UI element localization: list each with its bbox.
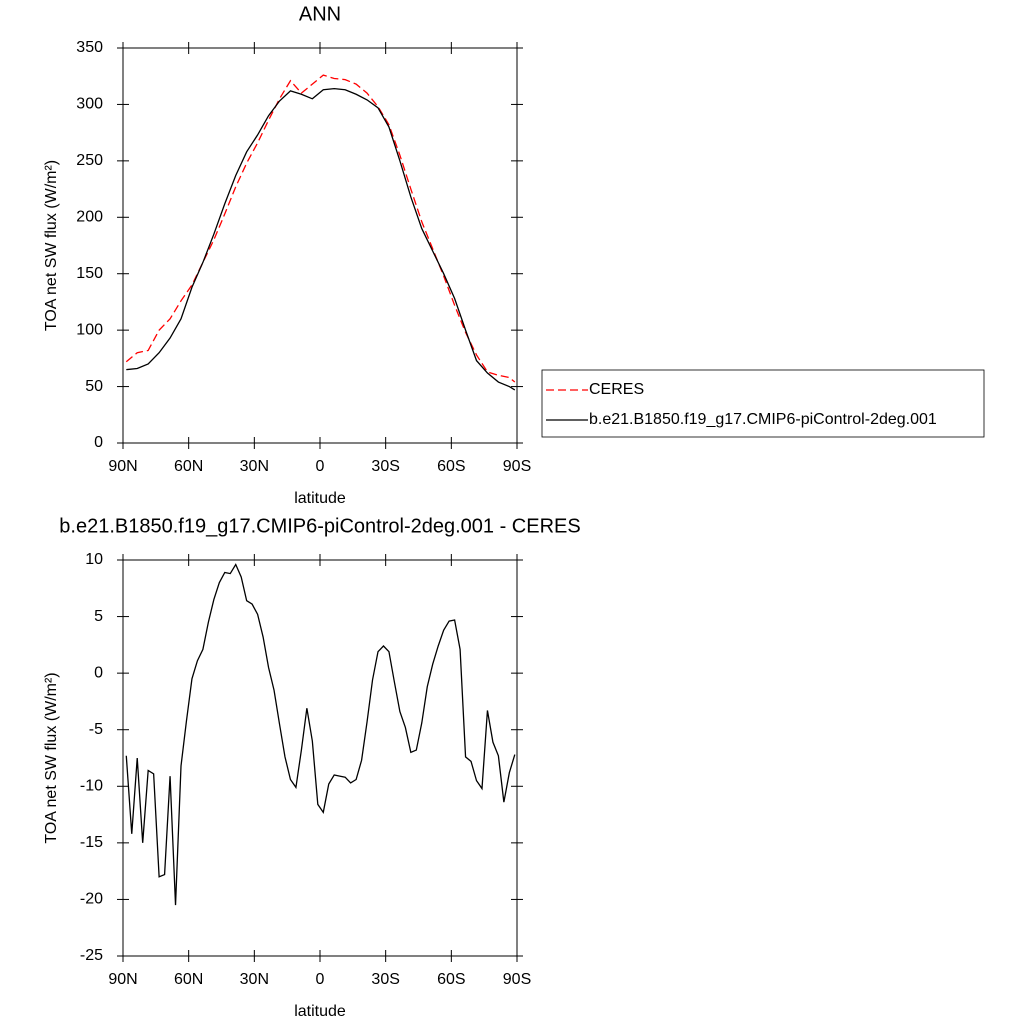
- legend-box: [541, 369, 985, 438]
- y-tick-label: 0: [94, 434, 103, 451]
- chart-title: ANN: [299, 3, 341, 25]
- x-tick-label: 90N: [108, 458, 137, 475]
- chart-title: b.e21.B1850.f19_g17.CMIP6-piControl-2deg…: [59, 515, 580, 537]
- x-tick-label: 30N: [240, 458, 269, 475]
- plot-frame: [122, 47, 518, 444]
- y-tick-label: 250: [76, 152, 103, 169]
- data-line: [126, 87, 516, 391]
- y-tick-label: 10: [85, 551, 103, 568]
- y-tick-label: -20: [80, 891, 103, 908]
- x-tick-label: 90N: [108, 971, 137, 988]
- y-axis-label: TOA net SW flux (W/m²): [43, 160, 60, 331]
- y-tick-label: 50: [85, 378, 103, 395]
- y-tick-label: -10: [80, 778, 103, 795]
- y-tick-label: 150: [76, 265, 103, 282]
- y-axis-label: TOA net SW flux (W/m²): [43, 672, 60, 843]
- y-tick-label: -25: [80, 947, 103, 964]
- x-tick-label: 60N: [174, 971, 203, 988]
- legend-label: CERES: [589, 381, 644, 398]
- plot-frame: [122, 559, 518, 957]
- data-line: [125, 563, 516, 906]
- data-line: [125, 74, 516, 383]
- x-tick-label: 90S: [503, 458, 531, 475]
- x-tick-label: 30S: [371, 971, 399, 988]
- y-tick-label: 5: [94, 608, 103, 625]
- y-tick-label: 200: [76, 209, 103, 226]
- x-tick-label: 30S: [371, 458, 399, 475]
- y-tick-label: 300: [76, 96, 103, 113]
- x-tick-label: 0: [316, 458, 325, 475]
- y-tick-label: -5: [89, 721, 103, 738]
- x-tick-label: 0: [316, 971, 325, 988]
- y-tick-label: 100: [76, 321, 103, 338]
- x-tick-label: 60N: [174, 458, 203, 475]
- y-tick-label: 350: [76, 39, 103, 56]
- legend-label: b.e21.B1850.f19_g17.CMIP6-piControl-2deg…: [589, 411, 937, 428]
- x-axis-label: latitude: [294, 1003, 346, 1020]
- x-tick-label: 30N: [240, 971, 269, 988]
- x-axis-label: latitude: [294, 490, 346, 507]
- x-tick-label: 60S: [437, 971, 465, 988]
- x-tick-label: 60S: [437, 458, 465, 475]
- x-tick-label: 90S: [503, 971, 531, 988]
- y-tick-label: 0: [94, 664, 103, 681]
- y-tick-label: -15: [80, 834, 103, 851]
